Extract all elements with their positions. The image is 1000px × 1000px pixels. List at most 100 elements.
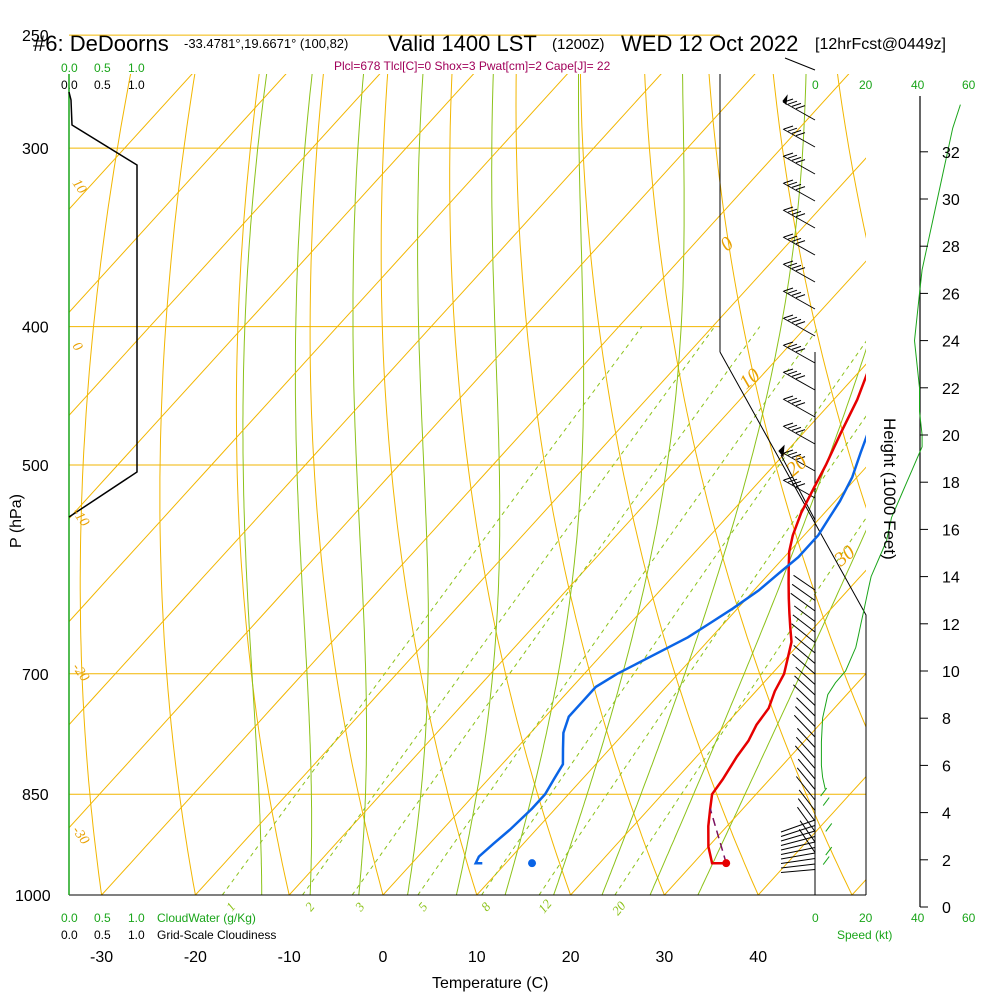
cloud-water-tick-0: 0.0	[61, 61, 78, 75]
cloud-water-tick-1: 0.5	[94, 61, 111, 75]
mixing-ratio-12	[538, 415, 866, 895]
height-tick-20: 20	[942, 428, 960, 445]
params-line: Plcl=678 Tlcl[C]=0 Shox=3 Pwat[cm]=2 Cap…	[334, 59, 611, 73]
cloud-water-label: CloudWater (g/Kg)	[157, 911, 256, 925]
speed-tick-bottom-2: 40	[911, 911, 925, 925]
wind-barb-low-18	[797, 758, 816, 780]
mixing-ratio-label-4: 8	[478, 899, 494, 914]
pressure-ticks: 250 300 400 500 700 850 1000	[15, 28, 51, 905]
height-tick-32: 32	[942, 145, 960, 162]
parcel-path	[709, 808, 727, 864]
wind-barb-11	[782, 398, 816, 418]
isobar-lines	[69, 34, 866, 795]
isotherm--70	[69, 74, 475, 520]
wind-barb-low-5	[791, 623, 816, 643]
wind-barb-5	[782, 236, 816, 256]
isotherm--10	[288, 260, 866, 895]
isotherm--40	[69, 74, 756, 829]
wind-barb-low-20	[795, 776, 816, 801]
wind-barb-low-8	[792, 653, 816, 675]
moist-adiabat-lines	[242, 74, 866, 895]
wind-barb-low-17	[794, 745, 816, 769]
isotherm-label-3: 30	[829, 541, 859, 571]
moist-adiabat-20	[553, 74, 685, 895]
mixing-ratio-1	[221, 326, 643, 895]
isotherm--80	[69, 74, 381, 417]
dry-adiabat-0	[309, 74, 384, 895]
wind-barb-low-14	[793, 714, 816, 738]
wind-barb-low-9	[795, 666, 816, 685]
wind-barb-low-10	[794, 675, 816, 696]
speed-tick-top-0: 0	[812, 78, 819, 92]
height-tick-10: 10	[942, 664, 960, 681]
mixing-ratio-20	[614, 517, 866, 895]
pressure-tick-250: 250	[22, 28, 49, 45]
wind-barb-2	[782, 155, 816, 175]
pressure-tick-300: 300	[22, 141, 49, 158]
cloud-water-tick-2: 1.0	[128, 61, 145, 75]
dry-adiabat-70	[772, 74, 866, 509]
wind-barb-low-13	[795, 706, 816, 727]
wind-barb-4	[782, 209, 816, 229]
wind-barb-low-12	[796, 697, 816, 717]
wind-barb-low-21	[798, 789, 816, 811]
temperature-profile	[707, 373, 866, 865]
mixing-ratio-2	[302, 326, 716, 895]
isotherm-40	[757, 775, 866, 895]
wind-barbs	[778, 57, 816, 873]
cloudiness-profile	[68, 91, 138, 518]
isotherm--30	[101, 74, 850, 895]
dry-adiabat-label-2: -10	[69, 506, 92, 530]
wind-barb-low-25	[798, 829, 816, 853]
wind-barb-3	[782, 182, 816, 202]
speed-mark-2	[825, 823, 833, 832]
cloudiness-tick-0-bottom: 0.0	[61, 928, 78, 942]
mixing-ratio-label-3: 5	[415, 899, 431, 914]
surface-temperature-point	[722, 859, 731, 868]
height-tick-28: 28	[942, 239, 960, 256]
speed-scale: 0 20 40 60 0 20 40 60 Speed (kt)	[812, 78, 976, 942]
height-tick-2: 2	[942, 853, 951, 870]
speed-tick-bottom-0: 0	[812, 911, 819, 925]
wind-barb-low-16	[795, 736, 816, 759]
dry-adiabat-label-4: -30	[69, 824, 92, 848]
mixing-ratio-label-1: 2	[302, 899, 318, 914]
cloud-water-tick-1-bottom: 0.5	[94, 911, 111, 925]
cloudiness-tick-2-bottom: 1.0	[128, 928, 145, 942]
dry-adiabat-label-1: 0	[69, 340, 85, 354]
mixing-ratio-8	[481, 340, 866, 895]
pressure-tick-1000: 1000	[15, 888, 51, 905]
surface-dewpoint-point	[528, 859, 537, 868]
wind-barb-13	[782, 452, 816, 472]
dewpoint-profile	[473, 434, 866, 865]
isotherm--50	[69, 74, 662, 726]
height-tick-22: 22	[942, 381, 960, 398]
dry-adiabat--10	[235, 74, 290, 895]
dry-adiabat-lines	[79, 74, 866, 895]
dry-adiabat-label-3: -20	[69, 661, 92, 685]
wind-barb-low-19	[796, 767, 816, 790]
temperature-axis-label: Temperature (C)	[432, 975, 548, 992]
surface-speed-marks	[820, 787, 833, 865]
wind-barb-low-15	[796, 728, 816, 748]
pressure-tick-400: 400	[22, 320, 49, 337]
isotherm-50	[851, 878, 866, 895]
height-axis-label: Height (1000 Feet)	[880, 418, 899, 560]
moist-adiabat-35	[697, 529, 866, 895]
height-tick-26: 26	[942, 286, 960, 303]
speed-axis-label: Speed (kt)	[837, 928, 892, 942]
wind-barb-low-23	[797, 806, 816, 832]
pressure-tick-700: 700	[22, 667, 49, 684]
wind-barb-low-2	[790, 592, 816, 612]
wind-barb-6	[782, 263, 816, 283]
height-tick-8: 8	[942, 711, 951, 728]
moist-adiabat-10	[455, 74, 501, 895]
mixing-ratio-5	[417, 326, 820, 895]
wind-barb-10	[782, 371, 816, 391]
isotherm--20	[195, 157, 866, 895]
dry-adiabat-40	[579, 74, 759, 895]
speed-tick-bottom-1: 20	[859, 911, 873, 925]
station-coords: -33.4781°,19.6671° (100,82)	[184, 36, 348, 51]
isotherm-0	[382, 363, 866, 895]
